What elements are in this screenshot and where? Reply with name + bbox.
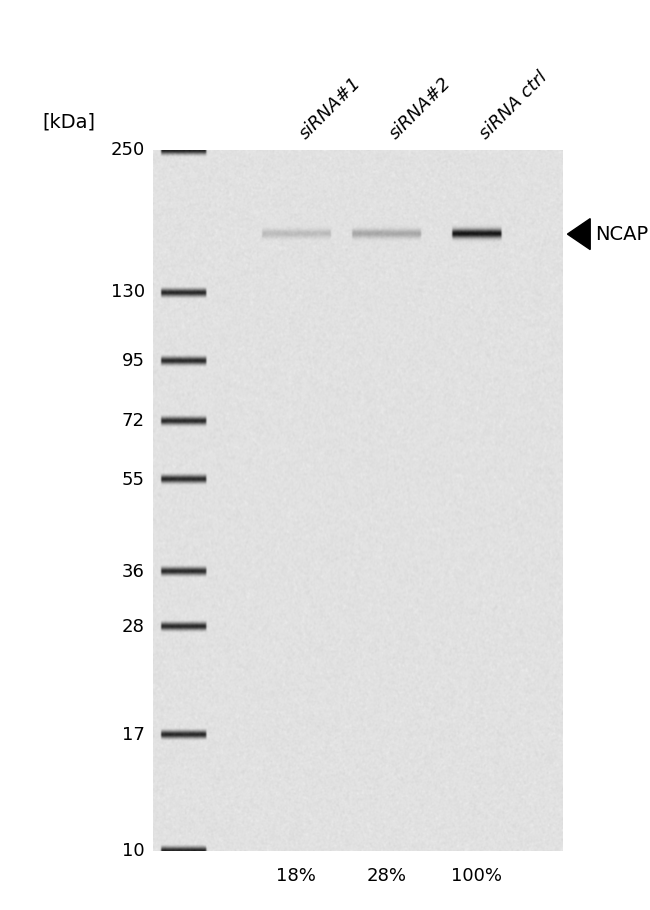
Text: siRNA#2: siRNA#2 [386,74,455,143]
Text: 28%: 28% [366,867,406,885]
Text: 100%: 100% [450,867,502,885]
Text: 95: 95 [122,352,145,369]
Text: 55: 55 [122,470,145,489]
Text: [kDa]: [kDa] [42,113,96,132]
Text: 10: 10 [122,842,145,860]
Text: 17: 17 [122,726,145,744]
Text: 28: 28 [122,618,145,636]
Polygon shape [567,218,590,249]
Text: 18%: 18% [276,867,316,885]
Text: NCAPD2: NCAPD2 [595,225,650,244]
Text: 36: 36 [122,563,145,581]
Text: siRNA#1: siRNA#1 [296,74,365,143]
Text: 130: 130 [111,284,145,301]
Text: 250: 250 [111,141,145,159]
Text: siRNA ctrl: siRNA ctrl [476,68,551,143]
Text: 72: 72 [122,412,145,430]
